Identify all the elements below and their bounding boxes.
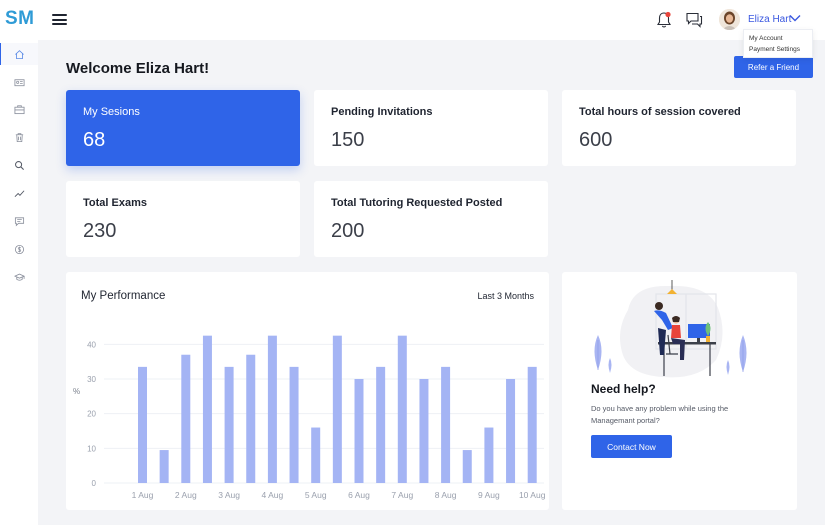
money-icon	[14, 244, 24, 254]
stat-label: Total Tutoring Requested Posted	[331, 197, 503, 209]
stat-label: My Sesions	[83, 106, 140, 118]
page-title: Welcome Eliza Hart!	[66, 60, 210, 77]
x-tick-label: 10 Aug	[519, 490, 546, 500]
performance-card: My Performance Last 3 Months 0 10 20 30 40% 1…	[66, 272, 549, 510]
hamburger-menu-icon[interactable]	[52, 14, 67, 25]
sidebar-item-analytics[interactable]	[0, 182, 38, 204]
chat-icon[interactable]	[685, 11, 703, 29]
sidebar-item-search[interactable]	[0, 154, 38, 176]
stat-value: 150	[331, 129, 365, 151]
stat-label: Total Exams	[83, 197, 147, 209]
y-tick-label: 30	[87, 375, 96, 384]
chart-bar[interactable]	[462, 450, 472, 483]
trend-icon	[14, 189, 24, 197]
y-tick-label: 0	[92, 479, 97, 488]
help-illustration	[594, 280, 747, 378]
sidebar-item-payments[interactable]	[0, 238, 38, 260]
chart-bar[interactable]	[354, 379, 364, 483]
sidebar-item-jobs[interactable]	[0, 98, 38, 120]
chart-bar[interactable]	[289, 366, 299, 483]
stat-value: 230	[83, 220, 117, 242]
search-icon	[14, 160, 24, 170]
y-tick-label: 20	[87, 410, 96, 419]
stat-label: Pending Invitations	[331, 106, 433, 118]
x-tick-label: 6 Aug	[348, 490, 370, 500]
x-tick-label: 1 Aug	[132, 490, 154, 500]
help-title: Need help?	[591, 382, 656, 396]
stat-label: Total hours of session covered	[579, 106, 741, 118]
chart-bar[interactable]	[506, 379, 516, 483]
contact-now-button[interactable]: Contact Now	[591, 435, 672, 458]
chart-bar[interactable]	[246, 354, 256, 483]
briefcase-icon	[14, 104, 24, 114]
help-text: Do you have any problem while using the …	[591, 404, 729, 425]
x-tick-label: 7 Aug	[391, 490, 413, 500]
stat-value: 68	[83, 129, 106, 151]
chart-bar[interactable]	[138, 366, 147, 483]
stat-card-invitations[interactable]: Pending Invitations 150	[314, 90, 548, 166]
chart-bar[interactable]	[441, 366, 451, 483]
chart-bar[interactable]	[332, 335, 342, 483]
stat-card-tutoring[interactable]: Total Tutoring Requested Posted 200	[314, 181, 548, 257]
sidebar-item-profile[interactable]	[0, 71, 38, 93]
stat-card-exams[interactable]: Total Exams 230	[66, 181, 300, 257]
stat-value: 200	[331, 220, 365, 242]
chart-bar[interactable]	[311, 427, 321, 483]
bell-icon[interactable]	[656, 11, 672, 29]
x-tick-label: 8 Aug	[435, 490, 457, 500]
chart-bar[interactable]	[419, 379, 429, 483]
chart-bar[interactable]	[397, 335, 407, 483]
logo[interactable]: SM	[5, 8, 35, 29]
menu-item-my-account[interactable]: My Account	[749, 35, 783, 42]
performance-chart: 0 10 20 30 40% 1 Aug 2 Aug 3 Aug 4 Aug 5 Aug 6 Aug…	[73, 335, 546, 500]
graduation-cap-icon	[13, 273, 25, 281]
message-icon	[14, 216, 24, 226]
x-tick-label: 3 Aug	[218, 490, 240, 500]
chart-bar[interactable]	[267, 335, 277, 483]
sidebar-item-trash[interactable]	[0, 126, 38, 148]
sidebar	[0, 40, 38, 525]
chart-bar[interactable]	[202, 335, 212, 483]
help-card: Need help? Do you have any problem while…	[562, 272, 797, 510]
user-name[interactable]: Eliza Hart	[748, 14, 792, 25]
trash-icon	[15, 132, 23, 142]
stat-card-sessions[interactable]: My Sesions 68	[66, 90, 300, 166]
home-icon	[15, 49, 24, 59]
top-bar: SM Eliza Hart	[0, 0, 825, 40]
y-tick-label: 10	[87, 444, 96, 453]
x-tick-label: 5 Aug	[305, 490, 327, 500]
chart-bar[interactable]	[181, 354, 191, 483]
performance-title: My Performance	[81, 290, 166, 302]
stat-value: 600	[579, 129, 613, 151]
x-tick-label: 4 Aug	[262, 490, 284, 500]
avatar[interactable]	[719, 9, 740, 30]
sidebar-item-courses[interactable]	[0, 266, 38, 288]
chart-bar[interactable]	[527, 366, 537, 483]
account-dropdown: My Account Payment Settings	[743, 29, 813, 58]
refer-friend-button[interactable]: Refer a Friend	[734, 56, 813, 78]
y-axis-label: %	[73, 387, 80, 396]
stat-card-hours[interactable]: Total hours of session covered 600	[562, 90, 796, 166]
sidebar-item-messages[interactable]	[0, 210, 38, 232]
y-tick-label: 40	[87, 340, 96, 349]
sidebar-item-home[interactable]	[0, 43, 38, 65]
chart-bar[interactable]	[484, 427, 494, 483]
menu-item-payment-settings[interactable]: Payment Settings	[749, 46, 800, 53]
range-selector[interactable]: Last 3 Months	[477, 291, 534, 301]
x-tick-label: 2 Aug	[175, 490, 197, 500]
chart-bar[interactable]	[159, 450, 169, 483]
x-tick-label: 9 Aug	[478, 490, 500, 500]
chart-bar[interactable]	[376, 366, 386, 483]
id-card-icon	[14, 78, 24, 86]
chart-bar[interactable]	[224, 366, 234, 483]
chevron-down-icon[interactable]	[789, 14, 801, 23]
